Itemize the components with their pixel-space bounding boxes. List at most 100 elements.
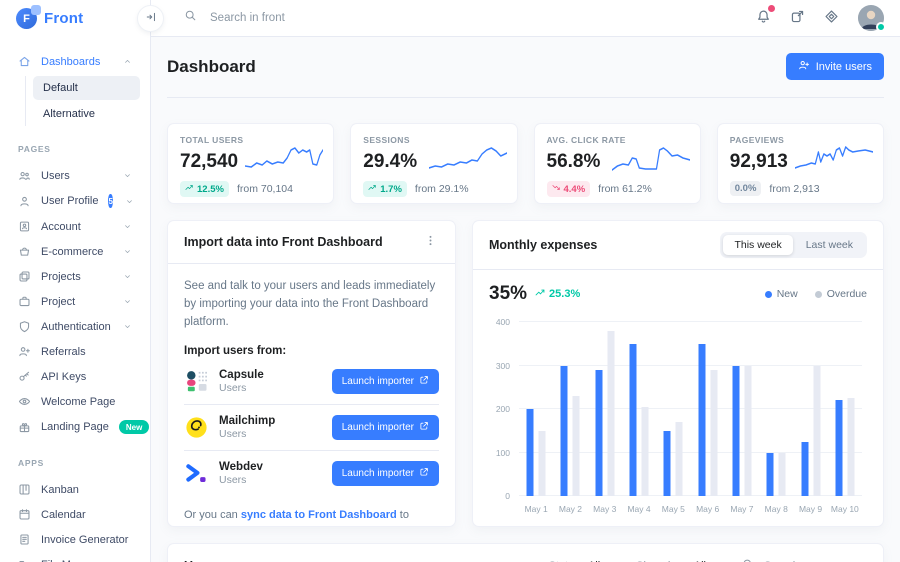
- search-icon: [742, 557, 754, 562]
- bar-new-may-4: [629, 343, 637, 496]
- x-tick-label: May 1: [524, 504, 548, 514]
- chart-legend: New Overdue: [764, 288, 867, 300]
- legend-item-overdue[interactable]: Overdue: [814, 288, 867, 300]
- bar-group-may-9: [801, 322, 821, 496]
- expenses-card-header: Monthly expenses This week Last week: [473, 221, 883, 270]
- x-tick-label: May 2: [558, 504, 583, 514]
- sync-data-link[interactable]: sync data to Front Dashboard: [240, 509, 397, 522]
- global-search-input[interactable]: [208, 11, 528, 25]
- signed-up-filter[interactable]: Signed up: All: [636, 560, 718, 562]
- sidebar-item-projects[interactable]: Projects: [10, 264, 140, 289]
- sidebar-collapse-button[interactable]: [137, 5, 164, 32]
- x-tick-label: May 6: [696, 504, 720, 514]
- sidebar-item-project[interactable]: Project: [10, 289, 140, 314]
- apps-button[interactable]: [824, 9, 839, 27]
- bar-overdue-may-9: [813, 365, 821, 496]
- sidebar-item-landing-page[interactable]: Landing Page New: [10, 414, 150, 440]
- sidebar-item-api-keys[interactable]: API Keys: [10, 364, 140, 389]
- page-content: Dashboard Invite users TOTAL USERS 72,54…: [151, 37, 900, 562]
- stat-value: 29.4%: [363, 151, 418, 172]
- source-name: Webdev: [219, 461, 263, 474]
- receipt-icon: [18, 533, 31, 546]
- launch-importer-button-webdev[interactable]: Launch importer: [331, 461, 439, 487]
- sidebar-item-users[interactable]: Users: [10, 163, 140, 188]
- sidebar-item-kanban[interactable]: Kanban: [10, 477, 140, 502]
- shortcuts-button[interactable]: [790, 9, 805, 27]
- sidebar-item-welcome-page[interactable]: Welcome Page: [10, 389, 140, 414]
- expenses-delta: 25.3%: [535, 287, 580, 301]
- external-icon: [419, 421, 429, 434]
- launch-importer-button-mailchimp[interactable]: Launch importer: [331, 415, 439, 441]
- users-search-input[interactable]: [762, 559, 867, 562]
- layers-icon: [18, 270, 31, 283]
- calendar-icon: [18, 508, 31, 521]
- status-filter[interactable]: Status: All: [549, 560, 612, 562]
- sidebar-subitem-alternative[interactable]: Alternative: [43, 108, 95, 120]
- avatar[interactable]: [858, 5, 886, 32]
- brand-logo[interactable]: F Front: [0, 0, 150, 37]
- sparkline-chart: [428, 147, 507, 169]
- chevron-down-icon: [123, 171, 132, 180]
- chevron-down-icon: [123, 222, 132, 231]
- invite-users-button[interactable]: Invite users: [785, 53, 884, 80]
- legend-item-new[interactable]: New: [764, 288, 798, 300]
- tab-last-week[interactable]: Last week: [795, 235, 864, 255]
- home-icon: [18, 55, 31, 68]
- import-card-title: Import data into Front Dashboard: [184, 235, 383, 249]
- delta-badge: 0.0%: [729, 181, 762, 196]
- expenses-card-title: Monthly expenses: [489, 238, 598, 252]
- sidebar-subitem-default[interactable]: Default: [33, 76, 140, 100]
- trend-up-icon: [185, 183, 194, 195]
- sidebar-item-e-commerce[interactable]: E-commerce: [10, 239, 140, 264]
- monthly-expenses-card: Monthly expenses This week Last week 35%…: [472, 220, 884, 527]
- front-logo-icon: F: [16, 5, 41, 29]
- chevron-down-icon: [125, 197, 134, 206]
- source-type: Users: [219, 428, 247, 441]
- notifications-button[interactable]: [756, 5, 775, 27]
- bar-new-may-7: [732, 365, 740, 496]
- gridline: 300: [496, 361, 862, 371]
- sidebar-item-calendar[interactable]: Calendar: [10, 502, 140, 527]
- shield-icon: [18, 320, 31, 333]
- main-column: Dashboard Invite users TOTAL USERS 72,54…: [137, 0, 900, 562]
- eye-icon: [18, 395, 31, 408]
- launch-importer-button-capsule[interactable]: Launch importer: [331, 369, 439, 395]
- sidebar-item-account[interactable]: Account: [10, 214, 140, 239]
- id-card-icon: [18, 220, 31, 233]
- sidebar-item-file-manager[interactable]: File Manager: [10, 552, 140, 562]
- stat-value: 72,540: [180, 151, 239, 172]
- expenses-card-body: 35% 25.3% New Overdue 0 100 200 300 400 May 1…: [473, 270, 883, 523]
- trend-up-icon: [368, 183, 377, 195]
- capsule-logo-icon: [184, 369, 209, 394]
- sidebar-item-dashboards[interactable]: Dashboards: [10, 49, 140, 74]
- bell-icon: [756, 9, 771, 27]
- gridline: 0: [505, 491, 862, 501]
- chevron-down-icon: [123, 322, 132, 331]
- stat-label: AVG. CLICK RATE: [546, 135, 626, 145]
- sidebar-item-user-profile[interactable]: User Profile 5: [10, 188, 140, 214]
- delta-badge: 1.7%: [363, 181, 407, 197]
- sparkline-chart: [245, 147, 324, 168]
- brand-name: Front: [44, 10, 84, 27]
- tab-this-week[interactable]: This week: [723, 235, 793, 255]
- bar-new-may-8: [766, 452, 774, 496]
- sidebar: F Front Dashboards Default Alternative PAGE…: [0, 0, 151, 562]
- sidebar-item-invoice-generator[interactable]: Invoice Generator: [10, 527, 140, 552]
- stat-comparison: from 29.1%: [414, 183, 469, 195]
- source-type: Users: [219, 474, 247, 487]
- chevron-down-icon: [123, 247, 132, 256]
- diamonds-icon: [824, 9, 839, 27]
- bar-new-may-2: [560, 365, 568, 496]
- legend-dot-overdue: [814, 290, 822, 298]
- source-name: Mailchimp: [219, 415, 276, 428]
- import-footer: Or you can sync data to Front Dashboard …: [184, 509, 409, 522]
- users-card: Users Status: All Signed up: All: [167, 543, 884, 562]
- stat-comparison: from 2,913: [769, 182, 820, 195]
- x-tick-label: May 7: [730, 504, 754, 514]
- stats-row: TOTAL USERS 72,540 12.5% from 70,104 SES…: [167, 123, 884, 204]
- sidebar-subitems: Default Alternative: [25, 76, 140, 126]
- sidebar-item-referrals[interactable]: Referrals: [10, 339, 140, 364]
- card-menu-button[interactable]: [422, 232, 439, 252]
- sidebar-item-authentication[interactable]: Authentication: [10, 314, 140, 339]
